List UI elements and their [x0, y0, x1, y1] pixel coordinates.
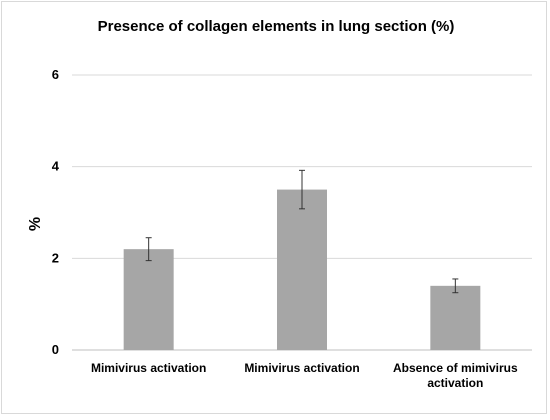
x-axis-categories: Mimivirus activation Mimivirus activation… [91, 361, 518, 390]
chart-title: Presence of collagen elements in lung se… [98, 18, 455, 35]
y-tick-label: 0 [52, 342, 59, 357]
error-bar [452, 278, 459, 294]
category-label: Mimivirus activation [244, 361, 359, 375]
category-label: activation [427, 376, 483, 390]
y-tick-label: 4 [52, 159, 60, 174]
bars [123, 189, 481, 350]
y-axis-label: % [27, 217, 44, 231]
bar [123, 249, 174, 350]
bar [277, 189, 327, 350]
category-label: Absence of mimivirus [393, 361, 518, 375]
chart-frame: Presence of collagen elements in lung se… [1, 1, 547, 414]
error-bar [299, 169, 305, 210]
bar-chart: Presence of collagen elements in lung se… [27, 18, 532, 390]
category-label: Mimivirus activation [91, 361, 206, 375]
y-tick-label: 6 [52, 67, 59, 82]
bar [430, 285, 481, 350]
error-bar [145, 237, 152, 262]
y-axis-ticks: 0 2 4 6 [52, 67, 60, 357]
error-bars [145, 169, 459, 294]
y-tick-label: 2 [52, 250, 59, 265]
